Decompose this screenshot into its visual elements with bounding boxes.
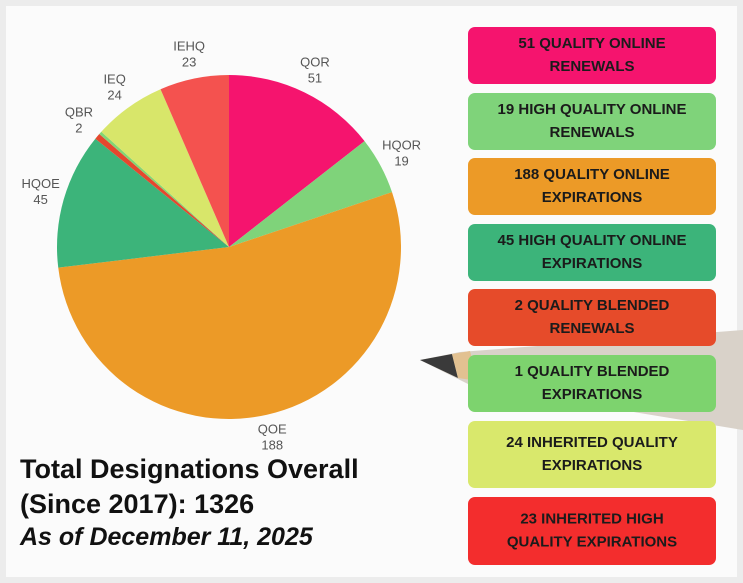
legend-box-text: QUALITY EXPIRATIONS	[507, 533, 677, 550]
legend-box: 24 INHERITED QUALITY EXPIRATIONS	[468, 421, 716, 488]
legend-box-text: EXPIRATIONS	[542, 189, 643, 206]
slice-label: IEQ	[103, 71, 125, 86]
legend-box-text: 24 INHERITED QUALITY	[506, 434, 678, 451]
legend-box-text: 188 QUALITY ONLINE	[514, 166, 670, 183]
pie-slice	[58, 192, 402, 420]
legend-box-text: EXPIRATIONS	[542, 457, 643, 474]
slice-label: QOE	[258, 422, 287, 437]
legend-box: 51 QUALITY ONLINE RENEWALS	[468, 27, 716, 84]
legend-box-text: RENEWALS	[549, 320, 634, 337]
slice-label: IEHQ	[173, 39, 205, 54]
slice-label: QOR	[300, 54, 330, 69]
slice-label: QBR	[65, 104, 93, 119]
legend-box: 23 INHERITED HIGH QUALITY EXPIRATIONS	[468, 497, 716, 565]
legend-box: 188 QUALITY ONLINE EXPIRATIONS	[468, 158, 716, 215]
slice-label: HQOE	[22, 176, 61, 191]
slice-value: 24	[107, 87, 121, 102]
pie-slice	[160, 75, 229, 247]
legend-box-bg	[468, 27, 716, 84]
legend-box-text: EXPIRATIONS	[542, 255, 643, 272]
legend-box-text: 2 QUALITY BLENDED	[515, 297, 670, 314]
legend-box: 19 HIGH QUALITY ONLINE RENEWALS	[468, 93, 716, 150]
slice-value: 23	[182, 55, 196, 70]
legend-box-text: 51 QUALITY ONLINE	[518, 35, 665, 52]
pie-slice	[99, 131, 229, 247]
legend-box: 2 QUALITY BLENDED RENEWALS	[468, 289, 716, 346]
slice-value: 45	[33, 192, 47, 207]
pie-slice	[229, 141, 393, 247]
legend-box-bg	[468, 289, 716, 346]
legend-box-text: 23 INHERITED HIGH	[520, 510, 663, 527]
legend-box-text: 1 QUALITY BLENDED	[515, 363, 670, 380]
legend-box-bg	[468, 158, 716, 215]
legend-box-text: RENEWALS	[549, 58, 634, 75]
legend-box: 1 QUALITY BLENDED EXPIRATIONS	[468, 355, 716, 412]
pie-slice	[57, 138, 230, 268]
legend-box-text: EXPIRATIONS	[542, 386, 643, 403]
pie-slice	[95, 134, 229, 247]
pie-slice	[101, 89, 229, 247]
legend-box-bg	[468, 497, 716, 565]
legend-box-text: 45 HIGH QUALITY ONLINE	[498, 232, 687, 249]
slice-value: 51	[308, 70, 322, 85]
slice-value: 19	[394, 154, 408, 169]
legend-box-bg	[468, 224, 716, 281]
slice-value: 2	[75, 120, 82, 135]
slice-value: 188	[261, 438, 283, 453]
legend-box-bg	[468, 421, 716, 488]
legend-box-text: 19 HIGH QUALITY ONLINE	[498, 101, 687, 118]
legend-box: 45 HIGH QUALITY ONLINE EXPIRATIONS	[468, 224, 716, 281]
footer-line: Total Designations Overall	[20, 454, 359, 484]
footer-line: (Since 2017): 1326	[20, 489, 254, 519]
footer-date: As of December 11, 2025	[19, 523, 314, 551]
slice-label: HQOR	[382, 138, 421, 153]
legend-box-text: RENEWALS	[549, 124, 634, 141]
pie-slice	[229, 75, 365, 247]
legend-box-bg	[468, 355, 716, 412]
legend-box-bg	[468, 93, 716, 150]
